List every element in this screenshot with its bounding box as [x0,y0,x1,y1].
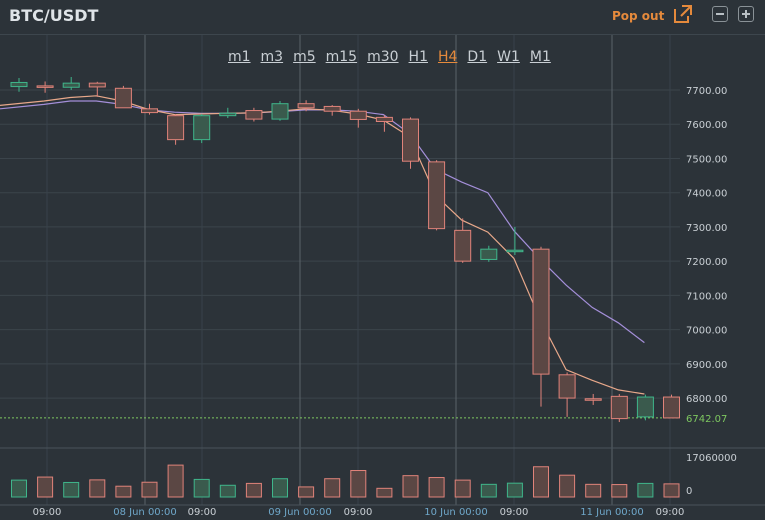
x-tick-label: 10 Jun 00:00 [424,507,488,518]
tab-m5[interactable]: m5 [293,49,316,65]
tab-w1[interactable]: W1 [497,49,520,65]
volume-bar [141,481,158,498]
price-tick-label: 7600.00 [686,120,727,131]
volume-bar [637,482,654,498]
minus-icon [716,13,724,15]
x-tick-label: 09:00 [344,507,373,518]
chart-grid [0,35,765,506]
x-tick-label: 09 Jun 00:00 [268,507,332,518]
popout-link[interactable]: Pop out [612,9,665,23]
candle-body [271,103,289,120]
axis-labels: 7700.00 7600.00 7500.00 7400.00 7300.00 7200.… [33,86,737,518]
candle-body [532,248,550,375]
tab-m30[interactable]: m30 [367,49,399,65]
candle-body [10,81,28,88]
candle-body [323,105,341,112]
volume-bar [533,466,549,498]
candle-body [506,249,524,253]
price-tick-label: 7100.00 [686,291,727,302]
candle-body [88,82,106,88]
volume-bar [350,470,367,498]
popout-icon[interactable] [672,3,694,25]
volume-bar [402,475,419,498]
volume-bar [63,481,80,498]
volume-bar [585,483,602,498]
volume-bar [11,479,27,498]
volume-bar [37,476,54,498]
x-tick-label: 11 Jun 00:00 [580,507,644,518]
x-tick-label: 09:00 [33,507,62,518]
candle-body [219,112,237,117]
price-tick-label: 7400.00 [686,189,727,200]
volume-bar [480,483,497,498]
candle-body [114,87,132,109]
candle-body [167,115,185,141]
candle-body [558,374,576,399]
candle-body [636,396,654,418]
x-tick-label: 09:00 [188,507,217,518]
candle-body [141,108,158,114]
volume-bar [298,486,315,498]
tab-m3[interactable]: m3 [260,49,284,65]
price-tick-label: 7300.00 [686,223,727,234]
volume-bar [324,478,341,498]
volume-bar [663,483,680,498]
tab-h1[interactable]: H1 [408,49,428,65]
tab-m15[interactable]: m15 [325,49,358,65]
tab-m1[interactable]: M1 [529,49,551,65]
tab-h4[interactable]: H4 [437,49,458,65]
volume-bar [611,484,628,498]
last-price-label: 6742.07 [686,414,727,425]
tab-m1[interactable]: m1 [228,49,251,65]
candle-body [610,395,628,420]
volume-bar [167,464,184,498]
candle-body [454,229,472,262]
candle-body [663,396,680,419]
candle-body [245,110,263,120]
candle-body [480,248,498,260]
price-tick-label: 7000.00 [686,326,727,337]
candles [10,76,680,423]
tab-d1[interactable]: D1 [467,49,488,65]
chart-header: BTC/USDT Pop out [0,0,765,35]
candle-body [375,116,393,122]
volume-bar [272,478,288,498]
price-tick-label: 7700.00 [686,86,727,97]
price-tick-label: 7500.00 [686,154,727,165]
volume-bar [559,474,576,498]
price-tick-label: 6900.00 [686,360,727,371]
x-tick-label: 09:00 [656,507,685,518]
volume-bar [506,482,523,498]
candle-body [297,103,315,109]
volume-bar [376,487,393,498]
price-tick-label: 6800.00 [686,394,727,405]
volume-bar [245,482,262,498]
volume-bar [115,485,132,498]
timeframe-selector: m1 m3 m5 m15 m30 H1 H4 D1 W1 M1 [228,47,561,67]
candle-body [349,110,367,120]
candle-body [402,118,419,162]
volume-tick-label: 0 [686,486,692,497]
price-tick-label: 7200.00 [686,257,727,268]
candle-body [428,161,446,230]
volume-bar [454,479,471,498]
candle-body [193,115,211,141]
candle-body [584,398,602,401]
maximize-button[interactable] [738,6,754,22]
volume-bar [428,477,445,498]
volume-bars [11,464,680,498]
plus-icon-v [745,10,747,18]
x-tick-label: 09:00 [500,507,529,518]
volume-tick-label: 17060000 [686,453,737,464]
volume-bar [219,484,236,498]
x-tick-label: 08 Jun 00:00 [113,507,177,518]
volume-bar [89,479,106,498]
candle-body [62,82,80,88]
volume-bar [193,478,210,498]
minimize-button[interactable] [712,6,728,22]
pair-title: BTC/USDT [9,6,99,25]
candle-body [36,85,54,88]
